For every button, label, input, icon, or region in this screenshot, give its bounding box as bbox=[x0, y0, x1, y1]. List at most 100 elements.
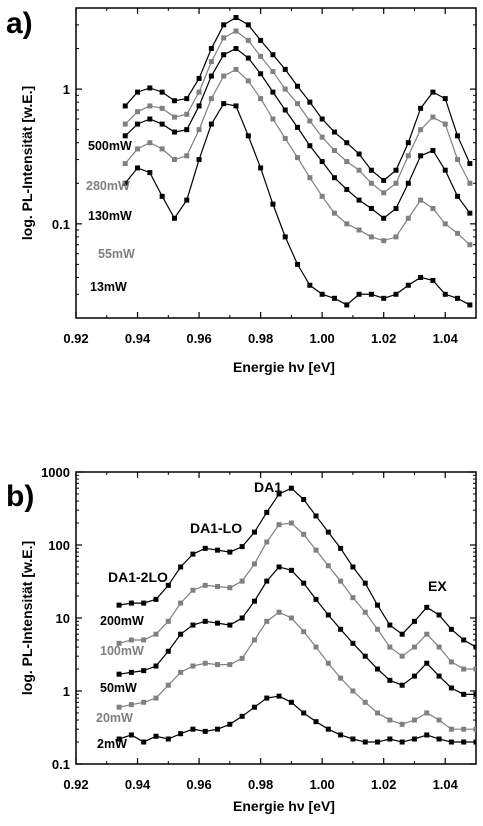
data-point bbox=[418, 127, 424, 133]
data-point bbox=[467, 210, 473, 216]
data-point bbox=[331, 295, 337, 301]
data-point bbox=[325, 563, 331, 569]
series-line bbox=[118, 611, 476, 730]
series-500mW bbox=[122, 15, 473, 183]
y-tick-label: 10 bbox=[56, 611, 70, 626]
data-point bbox=[171, 157, 177, 163]
data-point bbox=[301, 710, 307, 716]
data-point bbox=[159, 89, 165, 95]
series-label: 100mW bbox=[100, 644, 144, 658]
data-point bbox=[325, 612, 331, 618]
data-point bbox=[239, 655, 245, 661]
data-point bbox=[233, 103, 239, 109]
data-point bbox=[147, 140, 153, 146]
series-13mW bbox=[122, 101, 473, 308]
x-tick-label: 1.00 bbox=[309, 777, 334, 792]
data-point bbox=[245, 55, 251, 61]
series-200mW bbox=[116, 485, 476, 650]
series-label: 200mW bbox=[100, 614, 144, 628]
data-point bbox=[467, 302, 473, 308]
data-point bbox=[387, 622, 393, 628]
data-point bbox=[442, 221, 448, 227]
data-point bbox=[356, 151, 362, 157]
data-point bbox=[455, 157, 461, 163]
data-point bbox=[436, 736, 442, 742]
data-point bbox=[282, 66, 288, 72]
data-point bbox=[165, 648, 171, 654]
data-point bbox=[159, 105, 165, 111]
series-130mW bbox=[122, 46, 473, 221]
x-tick-label: 0.92 bbox=[63, 777, 88, 792]
data-point bbox=[424, 710, 430, 716]
y-tick-label: 1 bbox=[63, 82, 70, 97]
data-point bbox=[171, 215, 177, 221]
x-tick-label: 1.02 bbox=[371, 777, 396, 792]
data-point bbox=[411, 618, 417, 624]
data-point bbox=[473, 666, 476, 672]
series-line bbox=[118, 487, 476, 648]
data-point bbox=[350, 595, 356, 601]
data-point bbox=[165, 618, 171, 624]
data-point bbox=[430, 148, 436, 154]
data-point bbox=[288, 485, 294, 491]
data-point bbox=[436, 612, 442, 618]
data-point bbox=[141, 739, 147, 745]
data-point bbox=[239, 615, 245, 621]
data-point bbox=[473, 739, 476, 745]
data-point bbox=[307, 99, 313, 105]
data-point bbox=[375, 710, 381, 716]
data-point bbox=[208, 73, 214, 79]
data-point bbox=[202, 660, 208, 666]
series-line bbox=[118, 695, 476, 743]
data-point bbox=[202, 582, 208, 588]
data-point bbox=[147, 116, 153, 122]
x-tick-label: 0.96 bbox=[186, 777, 211, 792]
data-point bbox=[442, 291, 448, 297]
data-point bbox=[128, 600, 134, 606]
data-point bbox=[165, 736, 171, 742]
series-label: 130mW bbox=[88, 209, 132, 223]
data-point bbox=[208, 59, 214, 65]
data-point bbox=[399, 739, 405, 745]
series-2mW bbox=[116, 693, 476, 745]
data-point bbox=[135, 109, 141, 115]
data-point bbox=[282, 135, 288, 141]
series-label: 50mW bbox=[100, 681, 137, 695]
series-20mW bbox=[116, 609, 476, 732]
data-point bbox=[276, 609, 282, 615]
data-point bbox=[270, 89, 276, 95]
data-point bbox=[362, 609, 368, 615]
data-point bbox=[190, 622, 196, 628]
data-point bbox=[356, 197, 362, 203]
data-point bbox=[270, 116, 276, 122]
data-point bbox=[405, 153, 411, 159]
data-point bbox=[184, 111, 190, 117]
data-point bbox=[393, 180, 399, 186]
data-point bbox=[393, 205, 399, 211]
x-tick-label: 0.98 bbox=[248, 331, 273, 346]
data-point bbox=[184, 96, 190, 102]
data-point bbox=[264, 695, 270, 701]
data-point bbox=[381, 190, 387, 196]
data-point bbox=[227, 721, 233, 727]
data-point bbox=[350, 640, 356, 646]
data-point bbox=[430, 114, 436, 120]
data-point bbox=[418, 153, 424, 159]
data-point bbox=[196, 103, 202, 109]
data-point bbox=[418, 274, 424, 280]
x-tick-label: 0.94 bbox=[125, 331, 151, 346]
data-point bbox=[171, 98, 177, 104]
data-point bbox=[264, 509, 270, 515]
data-point bbox=[245, 22, 251, 28]
series-label: 500mW bbox=[88, 139, 132, 153]
data-point bbox=[405, 215, 411, 221]
data-point bbox=[461, 691, 467, 697]
data-point bbox=[436, 717, 442, 723]
data-point bbox=[196, 157, 202, 163]
data-point bbox=[221, 52, 227, 58]
data-point bbox=[301, 531, 307, 537]
data-point bbox=[258, 165, 264, 171]
data-point bbox=[331, 210, 337, 216]
data-point bbox=[368, 234, 374, 240]
